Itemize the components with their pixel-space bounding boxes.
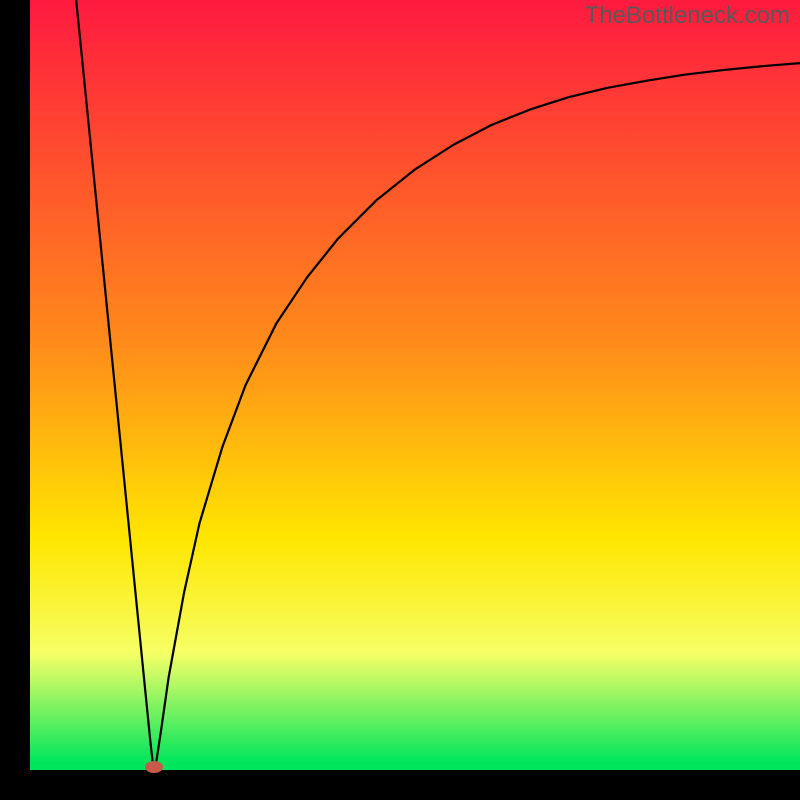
watermark-text: TheBottleneck.com [585,2,790,30]
bottleneck-curve [0,0,800,800]
minimum-marker [145,761,163,773]
chart-frame: TheBottleneck.com [0,0,800,800]
